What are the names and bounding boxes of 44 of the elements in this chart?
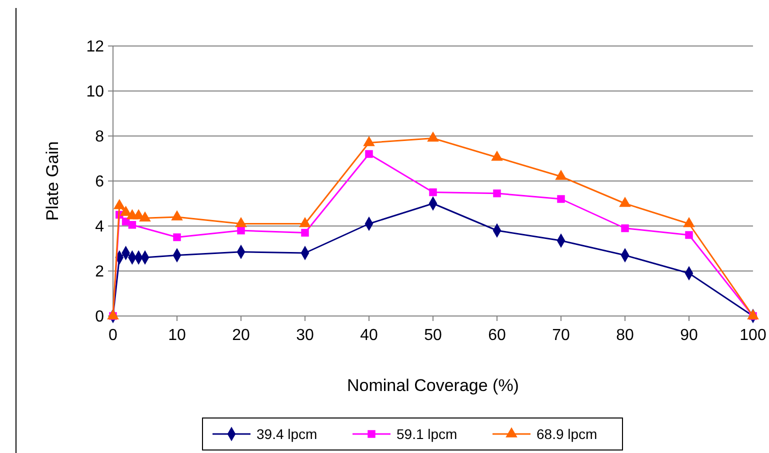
point (685, 231, 693, 239)
x-tick-label: 80 (616, 327, 634, 344)
point (491, 150, 503, 161)
point (429, 188, 437, 196)
legend-label: 68.9 lpcm (536, 426, 598, 442)
y-tick-label: 12 (86, 38, 104, 56)
x-tick-label: 70 (552, 327, 570, 344)
point (171, 210, 183, 220)
y-axis-title: Plate Gain (43, 141, 62, 221)
y-tick-label: 6 (95, 174, 104, 191)
x-tick-label: 0 (108, 327, 118, 344)
point (427, 131, 439, 142)
point (301, 228, 309, 237)
point (114, 198, 126, 210)
point (128, 221, 136, 229)
point (557, 195, 565, 203)
x-tick-label: 20 (232, 327, 250, 344)
x-tick-label: 50 (424, 327, 442, 344)
point (683, 216, 695, 228)
y-tick-label: 8 (95, 128, 104, 146)
x-axis-title: Nominal Coverage (%) (347, 376, 519, 395)
x-tick-label: 100 (740, 327, 766, 344)
point (235, 216, 247, 228)
point (139, 211, 151, 222)
point (299, 216, 311, 228)
legend-label: 39.4 lpcm (256, 426, 318, 442)
legend-label: 59.1 lpcm (396, 426, 458, 442)
y-tick-label: 2 (95, 264, 104, 281)
y-tick-label: 0 (95, 308, 104, 326)
x-tick-label: 30 (296, 327, 314, 344)
point (619, 196, 631, 207)
x-tick-label: 90 (680, 327, 698, 344)
point (493, 190, 501, 198)
point (237, 226, 245, 234)
x-tick-label: 60 (488, 327, 506, 344)
point (363, 136, 375, 146)
point (555, 170, 567, 180)
point (621, 224, 629, 232)
x-tick-label: 10 (168, 327, 186, 344)
point (365, 150, 373, 158)
y-tick-label: 4 (95, 218, 104, 236)
point (173, 233, 181, 242)
x-tick-label: 40 (360, 327, 378, 344)
y-tick-label: 10 (86, 84, 104, 101)
